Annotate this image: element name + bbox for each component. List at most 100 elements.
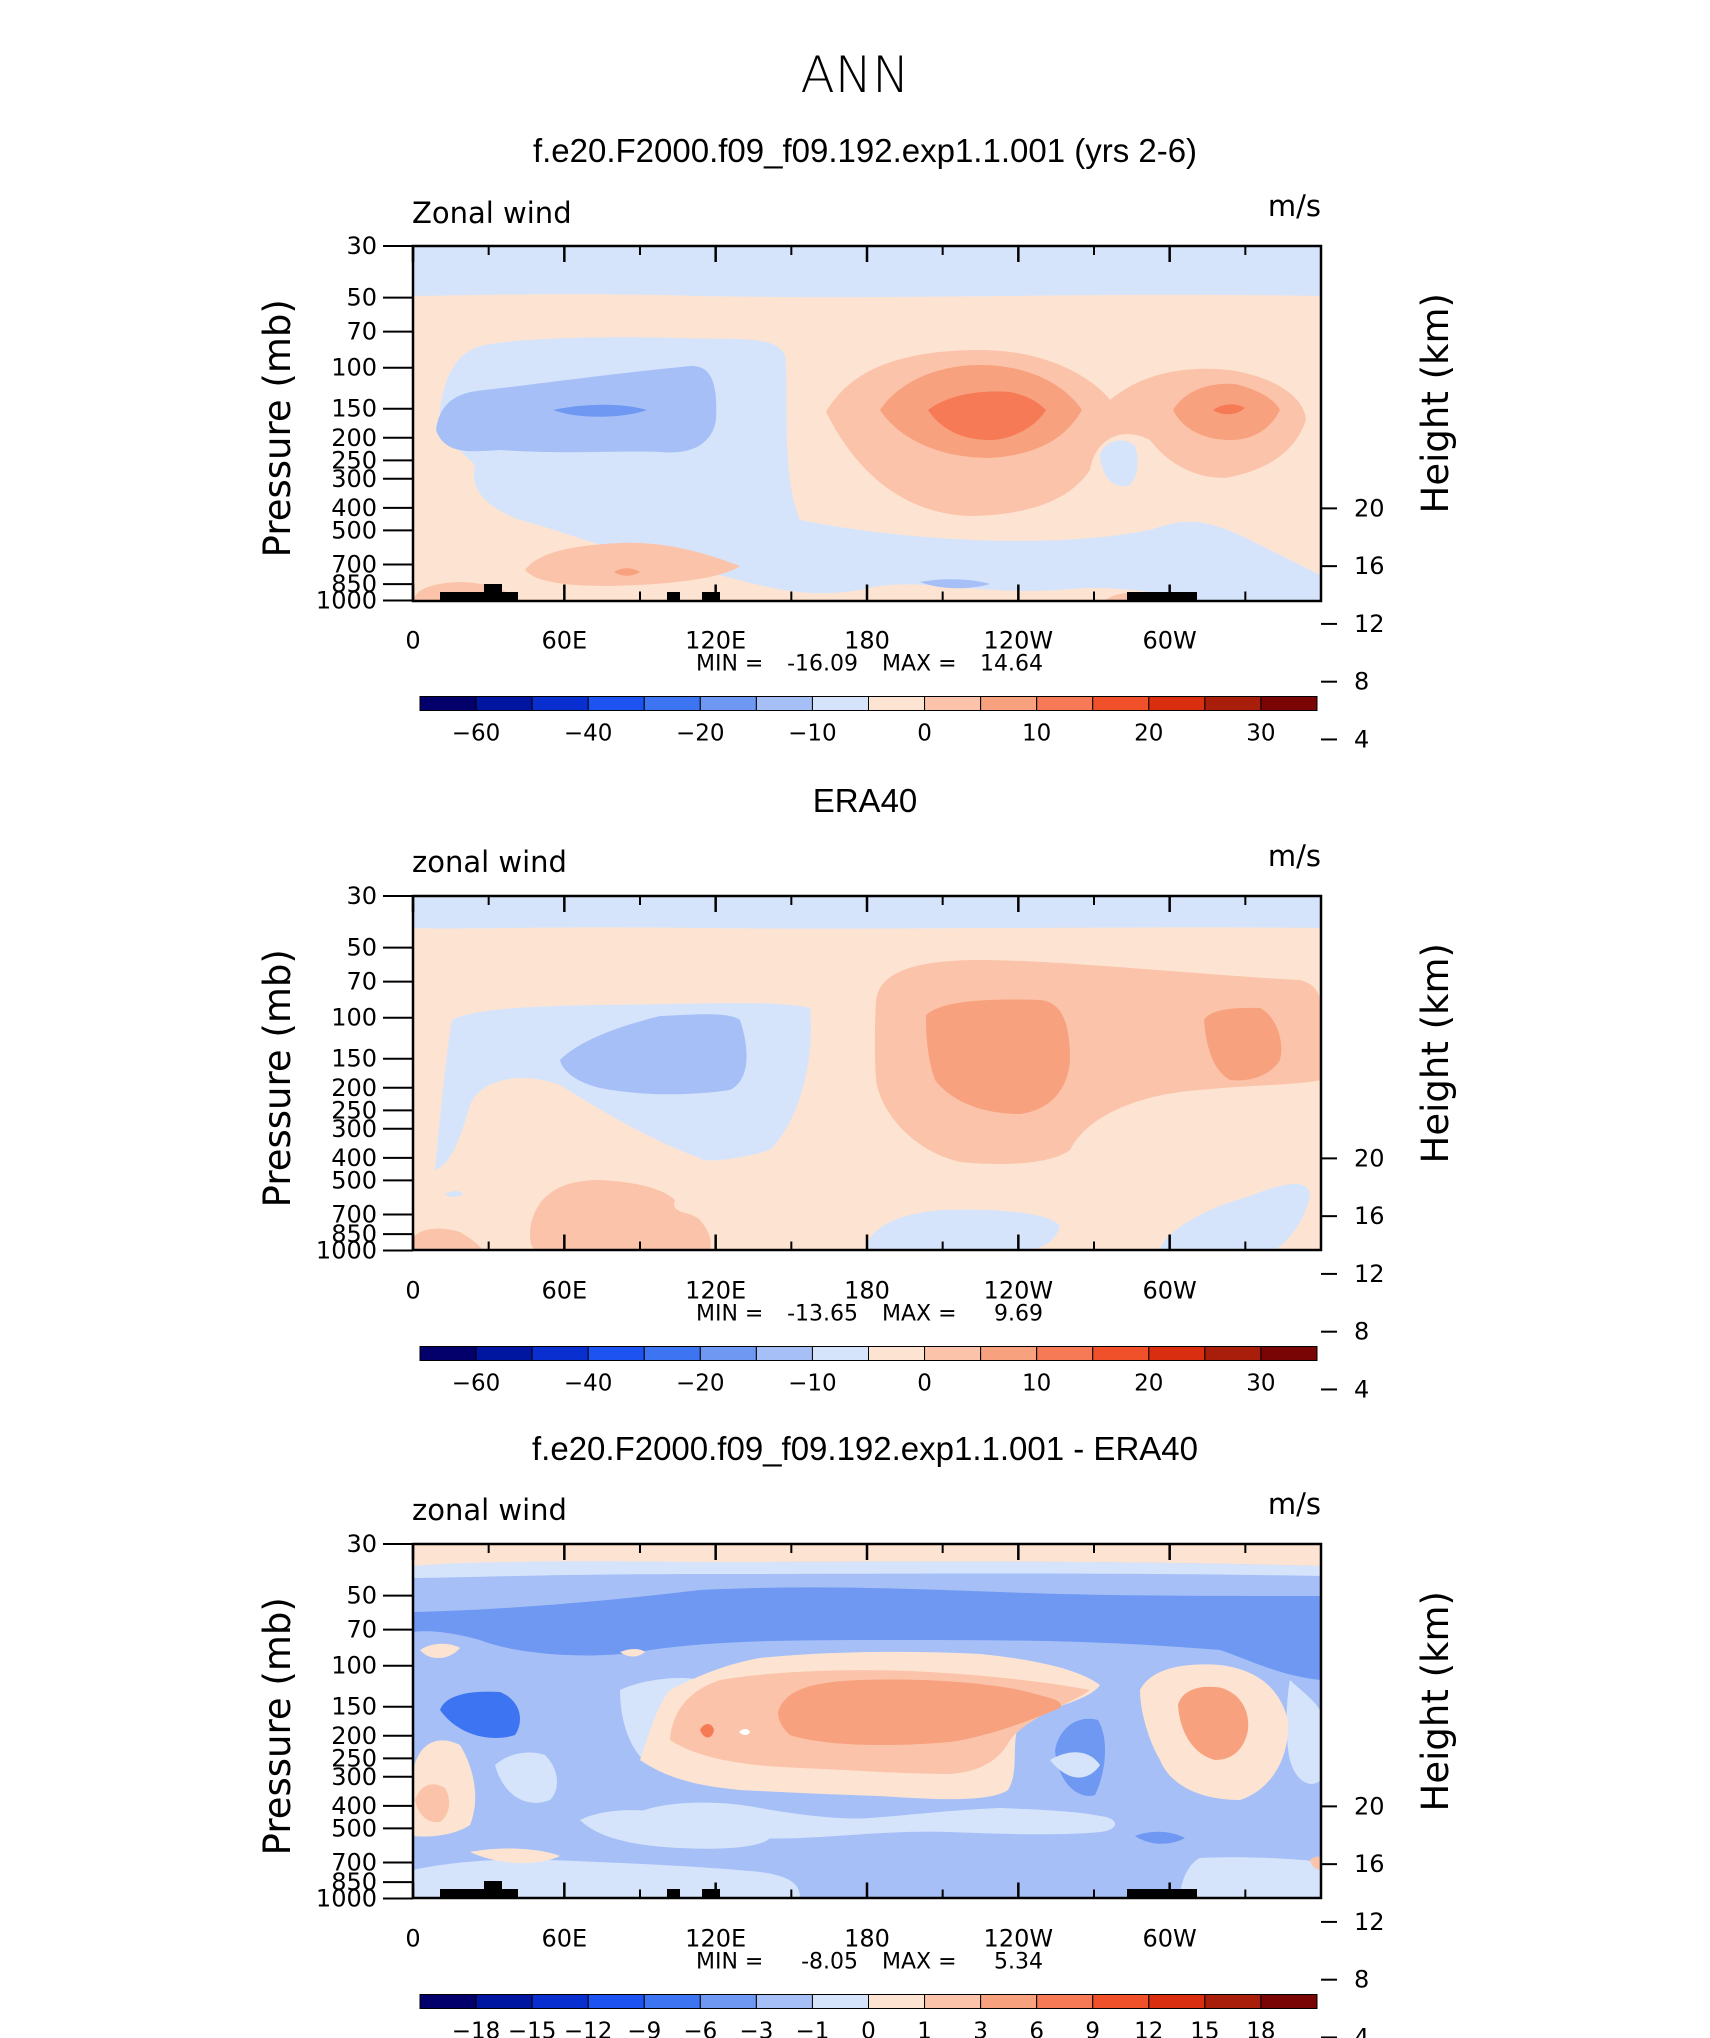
contour-region — [413, 246, 1321, 298]
colorbar-swatch — [1204, 1994, 1262, 2009]
contour-region — [420, 1643, 460, 1659]
topography-block — [1127, 592, 1197, 601]
panel-title: ERA40 — [813, 782, 918, 819]
y-tick-label: 400 — [331, 1144, 377, 1172]
colorbar-swatch — [811, 1346, 869, 1361]
contour-region — [700, 1724, 714, 1738]
colorbar-swatch — [1260, 696, 1318, 711]
x-tick-label: 60E — [541, 1925, 587, 1953]
y-tick-label: 30 — [346, 882, 377, 910]
topography-block — [702, 592, 720, 601]
x-tick-label: 0 — [405, 1277, 420, 1305]
colorbar-swatch — [531, 1994, 589, 2009]
colorbar-tick-label: 10 — [1022, 721, 1051, 747]
contour-region — [1204, 1007, 1282, 1081]
contour-region — [413, 1859, 800, 1898]
y2-tick-label: 16 — [1354, 1202, 1385, 1230]
x-tick-label: 120E — [685, 1277, 746, 1305]
y2-tick-label: 20 — [1354, 1792, 1385, 1820]
y2-tick-label: 8 — [1354, 1966, 1369, 1994]
colorbar-tick-label: −15 — [508, 2019, 557, 2038]
topography-block — [667, 592, 680, 601]
colorbar-swatch — [924, 1994, 982, 2009]
y-tick-label: 300 — [331, 1763, 377, 1791]
y-tick-label: 30 — [346, 1530, 377, 1558]
contour-region — [470, 1848, 560, 1864]
y-tick-label: 1000 — [316, 1885, 377, 1913]
contour-region — [1100, 440, 1138, 487]
y-tick-label: 70 — [346, 1616, 377, 1644]
contour-region — [778, 1679, 1061, 1746]
y-tick-label: 300 — [331, 465, 377, 493]
contour-region — [1050, 1752, 1100, 1778]
topography-block — [484, 584, 502, 601]
y2-axis-label: Height (km) — [1414, 943, 1457, 1163]
panel-model: f.e20.F2000.f09_f09.192.exp1.1.001 (yrs … — [256, 132, 1457, 753]
min-label: MIN = — [696, 1950, 763, 1975]
contour-fill — [413, 246, 1321, 601]
colorbar-swatch — [924, 1346, 982, 1361]
y-axis-label: Pressure (mb) — [256, 299, 299, 557]
colorbar-swatch — [1260, 1346, 1318, 1361]
y-tick-label: 500 — [331, 516, 377, 544]
max-label: MAX = — [882, 1302, 957, 1327]
x-tick-label: 60W — [1143, 1277, 1197, 1305]
y2-tick-label: 12 — [1354, 1260, 1385, 1288]
colorbar-swatch — [475, 1994, 533, 2009]
y-tick-label: 700 — [331, 1848, 377, 1876]
colorbar-swatch — [587, 1346, 645, 1361]
colorbar-tick-label: 30 — [1246, 1371, 1275, 1397]
contour-region — [413, 1228, 482, 1250]
colorbar-tick-label: −12 — [564, 2019, 613, 2038]
x-tick-label: 120W — [984, 627, 1054, 655]
y2-tick-label: 16 — [1354, 552, 1385, 580]
max-value: 14.64 — [980, 652, 1043, 677]
topography-block — [440, 592, 518, 601]
y-tick-label: 250 — [331, 1744, 377, 1772]
x-tick-label: 120E — [685, 1925, 746, 1953]
x-tick-label: 0 — [405, 627, 420, 655]
panel-obs: ERA40 zonal wind m/s 0 60E 120E 180 120W 60W 3… — [256, 782, 1457, 1403]
x-tick-label: 120W — [984, 1277, 1054, 1305]
colorbar-tick-label: 3 — [973, 2019, 988, 2038]
x-tick-label: 180 — [844, 1925, 890, 1953]
colorbar-swatch — [1092, 1346, 1150, 1361]
y-tick-label: 250 — [331, 1096, 377, 1124]
colorbar-swatch — [419, 696, 477, 711]
colorbar-swatch — [811, 1994, 869, 2009]
colorbar-swatch — [531, 696, 589, 711]
y2-tick-label: 20 — [1354, 494, 1385, 522]
contour-region — [560, 1014, 747, 1095]
colorbar-swatch — [1036, 1346, 1094, 1361]
panel-title: f.e20.F2000.f09_f09.192.exp1.1.001 (yrs … — [533, 132, 1197, 169]
colorbar-swatch — [1204, 696, 1262, 711]
colorbar-tick-label: −40 — [564, 1371, 613, 1397]
colorbar-tick-label: −10 — [788, 721, 837, 747]
contour-region — [525, 542, 740, 586]
colorbar-swatch — [1092, 1994, 1150, 2009]
max-label: MAX = — [882, 652, 957, 677]
y-tick-label: 850 — [331, 570, 377, 598]
y-tick-label: 500 — [331, 1814, 377, 1842]
contour-region — [440, 1691, 520, 1739]
y-tick-label: 70 — [346, 968, 377, 996]
y-tick-label: 850 — [331, 1220, 377, 1248]
y-tick-label: 500 — [331, 1166, 377, 1194]
y-tick-label: 100 — [331, 354, 377, 382]
colorbar-swatch — [755, 1346, 813, 1361]
x-tick-label: 60W — [1143, 627, 1197, 655]
y-tick-label: 200 — [331, 1074, 377, 1102]
y-tick-label: 700 — [331, 1200, 377, 1228]
x-tick-label: 180 — [844, 1277, 890, 1305]
contour-region — [926, 999, 1070, 1114]
y-tick-label: 50 — [346, 934, 377, 962]
contour-region — [1180, 1857, 1321, 1898]
stats-line: MIN = -13.65 MAX = 9.69 — [696, 1302, 1043, 1327]
colorbar-tick-label: −6 — [683, 2019, 717, 2038]
colorbar-tick-label: −60 — [452, 721, 501, 747]
colorbar: −60 −40 −20 −10 0 10 20 30 — [419, 1346, 1318, 1397]
colorbar-tick-label: −9 — [627, 2019, 661, 2038]
y-tick-label: 200 — [331, 1722, 377, 1750]
colorbar-swatch — [1036, 1994, 1094, 2009]
